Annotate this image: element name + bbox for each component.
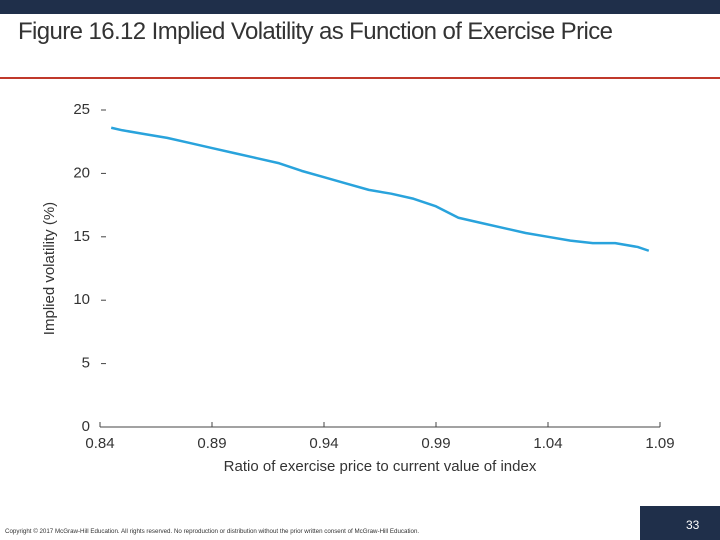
x-tick-label: 1.09	[645, 435, 674, 452]
chart: 0 5 10 15 20 25 0.84 0.89 0.94 0.99 1.04 1.09 Ratio …	[41, 101, 675, 475]
y-tick-label: 10	[73, 291, 90, 308]
slide-title: Figure 16.12 Implied Volatility as Funct…	[18, 18, 613, 45]
page-box	[640, 506, 720, 540]
y-tick-label: 5	[82, 355, 90, 372]
x-tick-label: 0.94	[309, 435, 338, 452]
top-bar	[0, 0, 720, 14]
x-tick-label: 1.04	[533, 435, 562, 452]
x-axis-label: Ratio of exercise price to current value…	[224, 458, 537, 475]
y-tick-label: 25	[73, 101, 90, 118]
y-tick-label: 0	[82, 418, 90, 435]
title-rule	[0, 77, 720, 79]
x-tick-label: 0.99	[421, 435, 450, 452]
copyright: Copyright © 2017 McGraw-Hill Education. …	[5, 528, 420, 535]
y-tick-label: 20	[73, 164, 90, 181]
y-tick-label: 15	[73, 228, 90, 245]
x-tick-label: 0.84	[85, 435, 114, 452]
data-line	[110, 126, 650, 252]
y-axis-label: Implied volatility (%)	[41, 202, 58, 335]
x-tick-label: 0.89	[197, 435, 226, 452]
page-number: 33	[686, 518, 700, 532]
